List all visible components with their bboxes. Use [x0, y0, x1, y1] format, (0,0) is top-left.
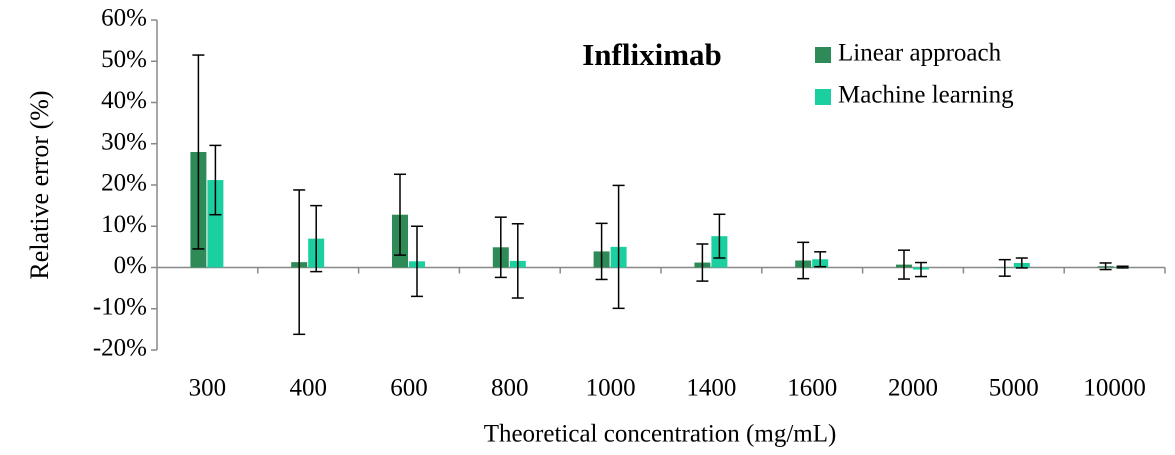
error-bar [511, 223, 524, 299]
chart-title: Infliximab [582, 37, 722, 72]
y-axis-label: Relative error (%) [25, 90, 54, 279]
error-bar [209, 144, 222, 216]
error-bar [1099, 262, 1112, 271]
x-tick-label: 1600 [787, 375, 837, 402]
error-bar [797, 241, 810, 280]
error-bar [898, 249, 910, 280]
y-tick-label: 40% [101, 87, 147, 114]
y-tick-label: 30% [101, 128, 147, 155]
y-tick-label: 20% [101, 170, 147, 197]
error-bar [713, 213, 726, 259]
error-bar [612, 184, 625, 310]
bar [207, 180, 224, 268]
error-bar [1116, 265, 1129, 269]
x-axis-label: Theoretical concentration (mg/mL) [484, 421, 837, 448]
legend-label: Linear approach [838, 40, 1002, 67]
error-bar [310, 204, 323, 273]
legend-swatch [815, 89, 831, 105]
error-bar [1015, 257, 1028, 269]
y-tick-label: 0% [114, 252, 147, 279]
y-tick-label: 50% [101, 46, 147, 73]
x-tick-label: 600 [390, 375, 428, 402]
error-bar [595, 222, 608, 281]
y-tick-label: -10% [93, 293, 147, 320]
error-bar [394, 173, 406, 256]
x-tick-label: 300 [189, 375, 227, 402]
error-bar [411, 225, 423, 298]
x-tick-label: 5000 [989, 375, 1039, 402]
y-tick-label: 10% [101, 211, 147, 238]
error-bar [293, 189, 306, 336]
error-bar [915, 261, 927, 278]
x-tick-label: 2000 [888, 375, 938, 402]
error-bar [192, 54, 205, 250]
legend-label: Machine learning [838, 82, 1014, 109]
x-tick-label: 800 [491, 375, 529, 402]
legend-swatch [815, 47, 831, 63]
y-tick-label: 60% [101, 5, 147, 32]
error-bar [696, 243, 709, 282]
x-tick-label: 400 [289, 375, 327, 402]
error-bar [814, 251, 827, 268]
x-tick-label: 10000 [1083, 375, 1146, 402]
x-tick-label: 1000 [586, 375, 636, 402]
x-tick-label: 1400 [686, 375, 736, 402]
error-bar [494, 216, 507, 279]
error-bar [998, 258, 1011, 277]
y-tick-label: -20% [93, 335, 147, 362]
